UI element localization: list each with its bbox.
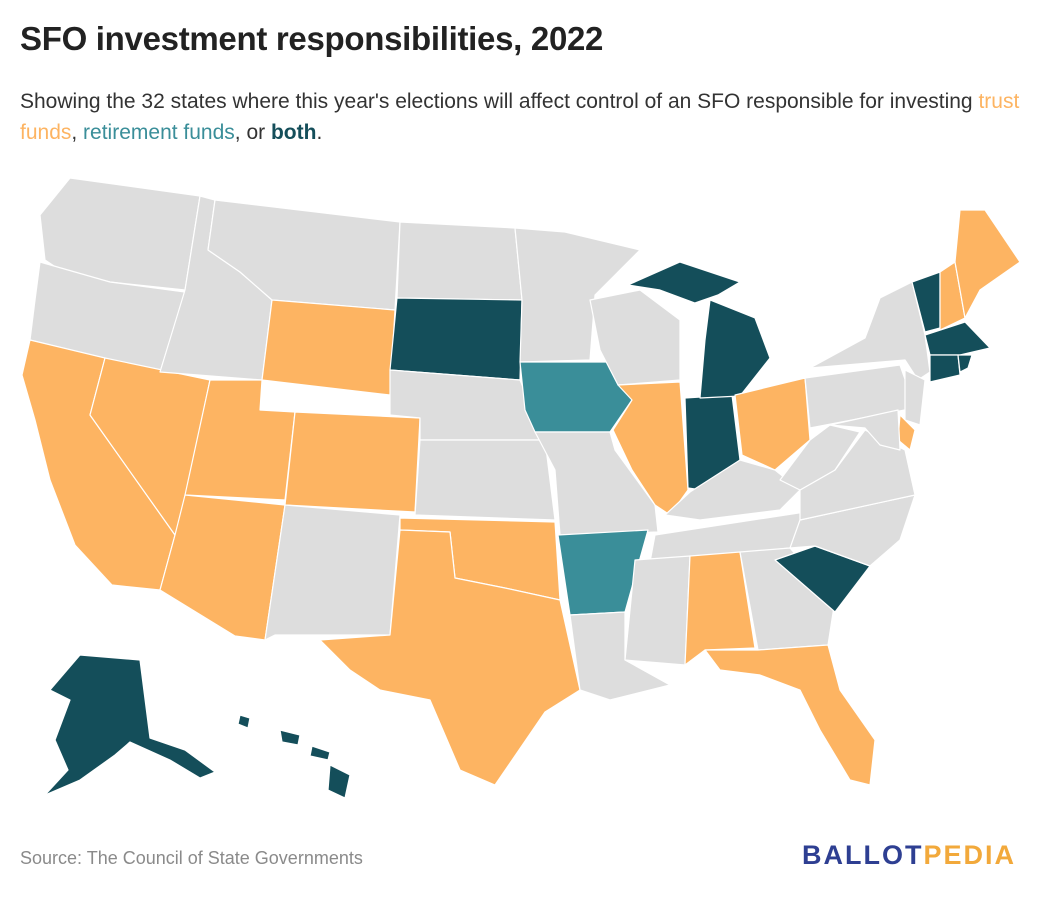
source-note: Source: The Council of State Governments — [20, 848, 363, 868]
state-NY[interactable] — [809, 281, 931, 381]
subtitle-end: . — [316, 121, 323, 144]
state-WV[interactable] — [779, 424, 861, 491]
state-MS[interactable] — [624, 555, 691, 666]
state-MO[interactable] — [534, 431, 659, 536]
state-NM[interactable] — [264, 504, 401, 641]
state-SD[interactable] — [389, 297, 523, 381]
state-ND[interactable] — [396, 221, 523, 301]
state-NJ[interactable] — [904, 369, 926, 426]
state-MA[interactable] — [924, 321, 991, 356]
state-MD[interactable] — [829, 409, 901, 451]
chart-subtitle: Showing the 32 states where this year's … — [20, 86, 1020, 148]
legend-retirement-funds: retirement funds — [83, 121, 235, 144]
logo-part-pedia: PEDIA — [923, 840, 1016, 870]
state-TX[interactable] — [319, 529, 581, 786]
state-MN[interactable] — [514, 227, 641, 363]
state-WI[interactable] — [589, 289, 681, 386]
legend-both: both — [270, 121, 317, 144]
state-CO[interactable] — [284, 411, 421, 513]
chart-title: SFO investment responsibilities, 2022 — [20, 20, 604, 57]
state-AL[interactable] — [684, 551, 756, 666]
state-OH[interactable] — [734, 377, 811, 471]
subtitle-text: Showing the 32 states where this year's … — [20, 90, 979, 113]
state-CT[interactable] — [929, 354, 961, 383]
state-IL[interactable] — [612, 381, 689, 516]
subtitle-sep: , or — [234, 121, 271, 144]
state-RI[interactable] — [957, 354, 973, 373]
state-WY[interactable] — [261, 299, 396, 396]
state-ME[interactable] — [954, 209, 1021, 319]
ballotpedia-logo[interactable]: BALLOTPEDIA — [802, 840, 1016, 871]
state-AK[interactable] — [44, 654, 216, 796]
legend-trust-funds: trust funds — [20, 90, 1020, 144]
us-states-map — [21, 177, 1021, 799]
subtitle-sep: , — [71, 121, 84, 144]
logo-part-ballot: BALLOT — [801, 840, 924, 870]
state-KS[interactable] — [414, 439, 556, 521]
state-FL[interactable] — [704, 644, 876, 786]
state-HI[interactable] — [237, 714, 351, 799]
state-LA[interactable] — [569, 611, 671, 701]
